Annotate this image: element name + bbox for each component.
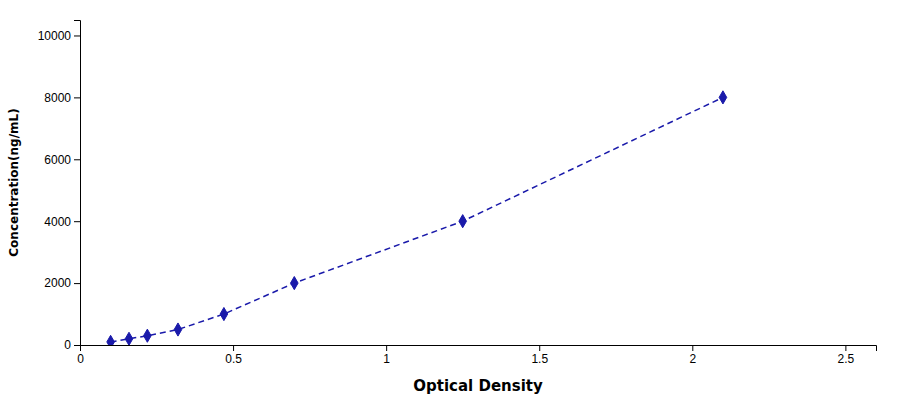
y-tick-label: 0 [64,338,71,352]
point [220,307,228,320]
x-tick-mark [845,345,846,351]
point [125,332,133,345]
y-axis-line [74,21,81,346]
x-tick-mark [539,345,540,351]
y-tick: 10000 [38,29,80,43]
x-tick: 0.5 [225,345,242,366]
x-tick: 1.5 [531,345,548,366]
x-axis-title: Optical Density [413,377,543,395]
marks [107,91,727,345]
y-tick-mark [74,97,80,98]
point [107,335,115,345]
x-tick-label: 2 [689,352,696,366]
plot: 0 0.5 1 1.5 2 2.5 0 2000 4000 6000 8000 10000 Optica… [7,21,877,396]
x-tick-mark [692,345,693,351]
y-axis: 0 2000 4000 6000 8000 10000 [38,21,81,353]
y-axis-title: Concentration(ng/mL) [7,108,21,256]
x-tick: 2.5 [838,345,855,366]
x-axis: 0 0.5 1 1.5 2 2.5 [77,345,876,366]
y-tick: 6000 [44,153,80,167]
x-tick-mark [233,345,234,351]
y-tick: 2000 [44,276,80,290]
x-tick-label: 0.5 [225,352,242,366]
x-tick-mark [386,345,387,351]
x-tick-label: 1 [383,352,390,366]
y-tick-mark [74,345,80,346]
point [459,215,467,228]
y-tick-label: 2000 [44,276,71,290]
x-tick-label: 1.5 [531,352,548,366]
line [111,97,723,342]
point [719,91,727,104]
y-tick: 0 [64,338,80,352]
x-axis-line [81,346,877,352]
y-tick-label: 4000 [44,215,71,229]
y-tick-label: 6000 [44,153,71,167]
point [291,277,299,290]
y-tick: 4000 [44,215,80,229]
point [144,329,152,342]
y-tick-label: 8000 [44,91,71,105]
y-tick-mark [74,221,80,222]
y-tick: 8000 [44,91,80,105]
y-tick-label: 10000 [38,29,72,43]
point [174,323,182,336]
x-tick: 2 [689,345,696,366]
y-tick-mark [74,159,80,160]
chart: 0 0.5 1 1.5 2 2.5 0 2000 4000 6000 8000 10000 Optica… [0,0,901,405]
x-tick-label: 2.5 [838,352,855,366]
x-tick-label: 0 [77,352,84,366]
y-tick-mark [74,35,80,36]
x-tick: 0 [77,345,84,366]
y-tick-mark [74,283,80,284]
x-tick: 1 [383,345,390,366]
